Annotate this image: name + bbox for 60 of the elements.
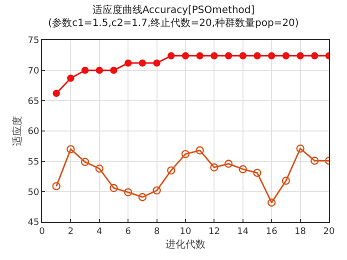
point xyxy=(254,52,261,60)
y-axis-title: 适应度 xyxy=(12,116,24,146)
x-tick-label: 8 xyxy=(154,226,160,237)
y-tick-label: 55 xyxy=(28,157,40,168)
point xyxy=(196,52,204,60)
point xyxy=(224,52,232,60)
point xyxy=(153,59,160,67)
point xyxy=(310,156,319,165)
x-tick-label: 10 xyxy=(180,226,192,237)
point xyxy=(110,66,118,74)
x-tick-label: 16 xyxy=(266,226,278,237)
point xyxy=(110,184,118,192)
point xyxy=(52,182,60,190)
point xyxy=(66,145,75,154)
point xyxy=(67,74,74,82)
point xyxy=(80,158,90,166)
chart-title: 适应度曲线Accuracy[PSOmethod] xyxy=(92,4,255,16)
point xyxy=(138,193,147,202)
point xyxy=(152,186,161,195)
point xyxy=(296,52,304,60)
point xyxy=(52,90,60,97)
point xyxy=(253,168,262,177)
y-tick-label: 75 xyxy=(28,36,40,46)
point xyxy=(124,188,132,196)
point xyxy=(168,52,175,60)
x-axis-title: 进化代数 xyxy=(166,238,206,250)
point xyxy=(239,52,246,60)
point xyxy=(196,146,204,155)
point xyxy=(268,198,276,207)
y-tick-label: 50 xyxy=(28,188,40,198)
point xyxy=(282,176,290,185)
x-tick-label: 2 xyxy=(68,226,74,237)
x-tick-label: 6 xyxy=(125,226,132,237)
point xyxy=(238,165,247,174)
point xyxy=(224,160,233,168)
x-tick-label: 20 xyxy=(323,226,335,237)
y-tick-label: 45 xyxy=(28,218,40,228)
x-tick-label: 14 xyxy=(237,226,249,237)
x-tick-label: 0 xyxy=(39,226,46,237)
point xyxy=(182,52,190,60)
point xyxy=(296,144,304,153)
chart-subtitle: (参数c1=1.5,c2=1.7,终止代数=20,种群数量pop=20) xyxy=(48,17,299,29)
y-tick-label: 60 xyxy=(28,127,40,138)
x-tick-label: 18 xyxy=(294,226,306,237)
point xyxy=(181,150,190,158)
point xyxy=(138,59,146,67)
point xyxy=(167,166,176,175)
point xyxy=(81,66,89,74)
y-tick-label: 65 xyxy=(28,96,40,107)
point xyxy=(96,66,103,74)
point xyxy=(311,52,318,60)
point xyxy=(95,164,104,173)
point xyxy=(210,163,218,172)
point xyxy=(124,59,132,67)
point xyxy=(210,52,218,60)
point xyxy=(282,52,290,60)
y-tick-label: 70 xyxy=(28,66,40,76)
x-tick-label: 4 xyxy=(96,226,103,237)
point xyxy=(268,52,276,60)
x-tick-label: 12 xyxy=(208,226,220,237)
